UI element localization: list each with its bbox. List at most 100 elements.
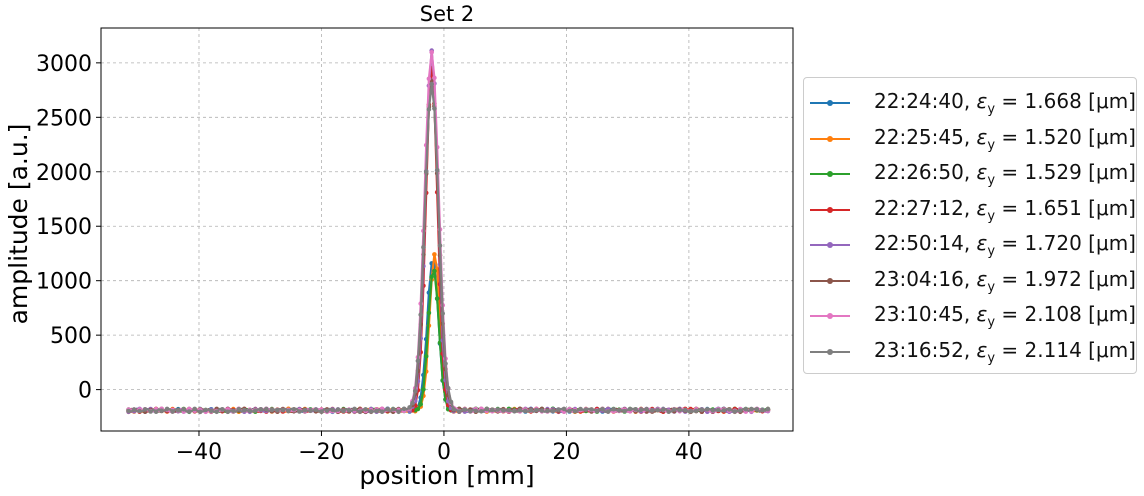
y-tick-label: 2500: [36, 106, 92, 131]
series-point: [379, 409, 385, 415]
series-point: [247, 408, 253, 414]
series-point: [445, 385, 451, 391]
ticks: −40 −20 0 20 40 0 500 1000 1500 2000 2500 3000: [36, 52, 703, 465]
y-tick-label: 500: [50, 324, 92, 349]
legend-label: 23:16:52, εy = 2.114 [μm]: [874, 337, 1136, 366]
series-point: [208, 408, 214, 414]
series-point: [352, 406, 357, 412]
series-point: [443, 361, 448, 366]
legend-emittance: 2.114: [1024, 337, 1082, 362]
legend-item: 22:50:14, εy = 1.720 [μm]: [804, 228, 1136, 262]
series-line: [128, 51, 769, 413]
legend-emittance: 1.520: [1024, 124, 1082, 149]
series-point: [131, 407, 137, 412]
series-point: [567, 408, 572, 414]
series-point: [264, 406, 269, 412]
series-layer: [126, 48, 771, 415]
series-point: [738, 408, 743, 413]
series-point: [490, 407, 495, 413]
series-point: [638, 407, 644, 413]
series-point: [432, 75, 437, 81]
series-line: [127, 49, 769, 413]
series-point: [396, 409, 401, 415]
series-point: [197, 409, 203, 415]
series-point: [324, 408, 330, 414]
series-point: [418, 402, 424, 407]
series-point: [385, 406, 390, 412]
series-point: [302, 408, 308, 413]
legend-time: 23:16:52,: [874, 337, 977, 362]
series-point: [214, 409, 219, 415]
series-point: [644, 406, 649, 412]
series-point: [291, 407, 297, 412]
series-point: [627, 406, 633, 412]
series-4: [126, 65, 771, 415]
series-point: [448, 399, 454, 405]
legend-marker: [827, 277, 833, 284]
series-point: [534, 407, 539, 413]
series-line: [128, 82, 769, 413]
chart-title: Set 2: [420, 2, 475, 26]
series-point: [743, 406, 749, 412]
x-tick-label: 0: [437, 440, 451, 465]
series-point: [297, 409, 302, 414]
legend-marker: [827, 135, 833, 142]
series-point: [437, 243, 443, 248]
series-point: [153, 409, 159, 415]
series-point: [506, 407, 512, 413]
series-point: [313, 407, 319, 413]
y-tick-label: 3000: [36, 52, 92, 77]
series-point: [258, 407, 264, 412]
series-point: [517, 408, 523, 413]
series-point: [550, 408, 556, 414]
series-point: [611, 406, 616, 412]
series-point: [434, 168, 440, 173]
series-6: [126, 77, 771, 415]
legend-time: 22:50:14,: [874, 231, 977, 255]
series-point: [732, 409, 738, 414]
series-point: [231, 408, 236, 414]
series-point: [192, 406, 197, 412]
series-point: [716, 407, 721, 413]
series-point: [341, 408, 346, 414]
series-point: [600, 406, 605, 412]
series-point: [473, 408, 479, 414]
series-point: [159, 408, 164, 414]
legend-marker: [827, 242, 833, 248]
series-point: [242, 408, 247, 413]
series-point: [421, 244, 426, 250]
series-point: [545, 408, 550, 414]
series-point: [754, 407, 760, 412]
series-point: [170, 409, 175, 414]
series-point: [126, 408, 131, 414]
series-point: [501, 408, 506, 413]
x-axis-label: position [mm]: [359, 461, 534, 490]
series-point: [655, 407, 660, 413]
series-point: [462, 407, 468, 412]
series-point: [253, 408, 258, 413]
series-point: [594, 408, 600, 414]
series-point: [330, 407, 335, 413]
series-point: [677, 407, 682, 413]
legend-time: 22:25:45,: [874, 124, 977, 149]
y-tick-label: 2000: [36, 161, 92, 186]
series-point: [699, 407, 705, 413]
series-point: [622, 408, 627, 414]
legend-time: 23:10:45,: [874, 302, 977, 326]
series-point: [137, 408, 142, 414]
legend-label: 23:04:16, εy = 1.972 [μm]: [874, 266, 1136, 295]
series-point: [426, 76, 432, 82]
series-point: [633, 407, 638, 412]
series-point: [308, 408, 313, 414]
legend-label: 22:27:12, εy = 1.651 [μm]: [874, 195, 1136, 224]
legend-label: 22:25:45, εy = 1.520 [μm]: [874, 124, 1136, 153]
legend-item: 23:04:16, εy = 1.972 [μm]: [804, 264, 1136, 298]
series-point: [495, 407, 501, 412]
series-point: [429, 274, 435, 280]
series-point: [440, 311, 446, 316]
series-point: [765, 406, 771, 412]
series-point: [432, 252, 437, 257]
series-point: [175, 408, 181, 413]
series-point: [203, 407, 208, 413]
